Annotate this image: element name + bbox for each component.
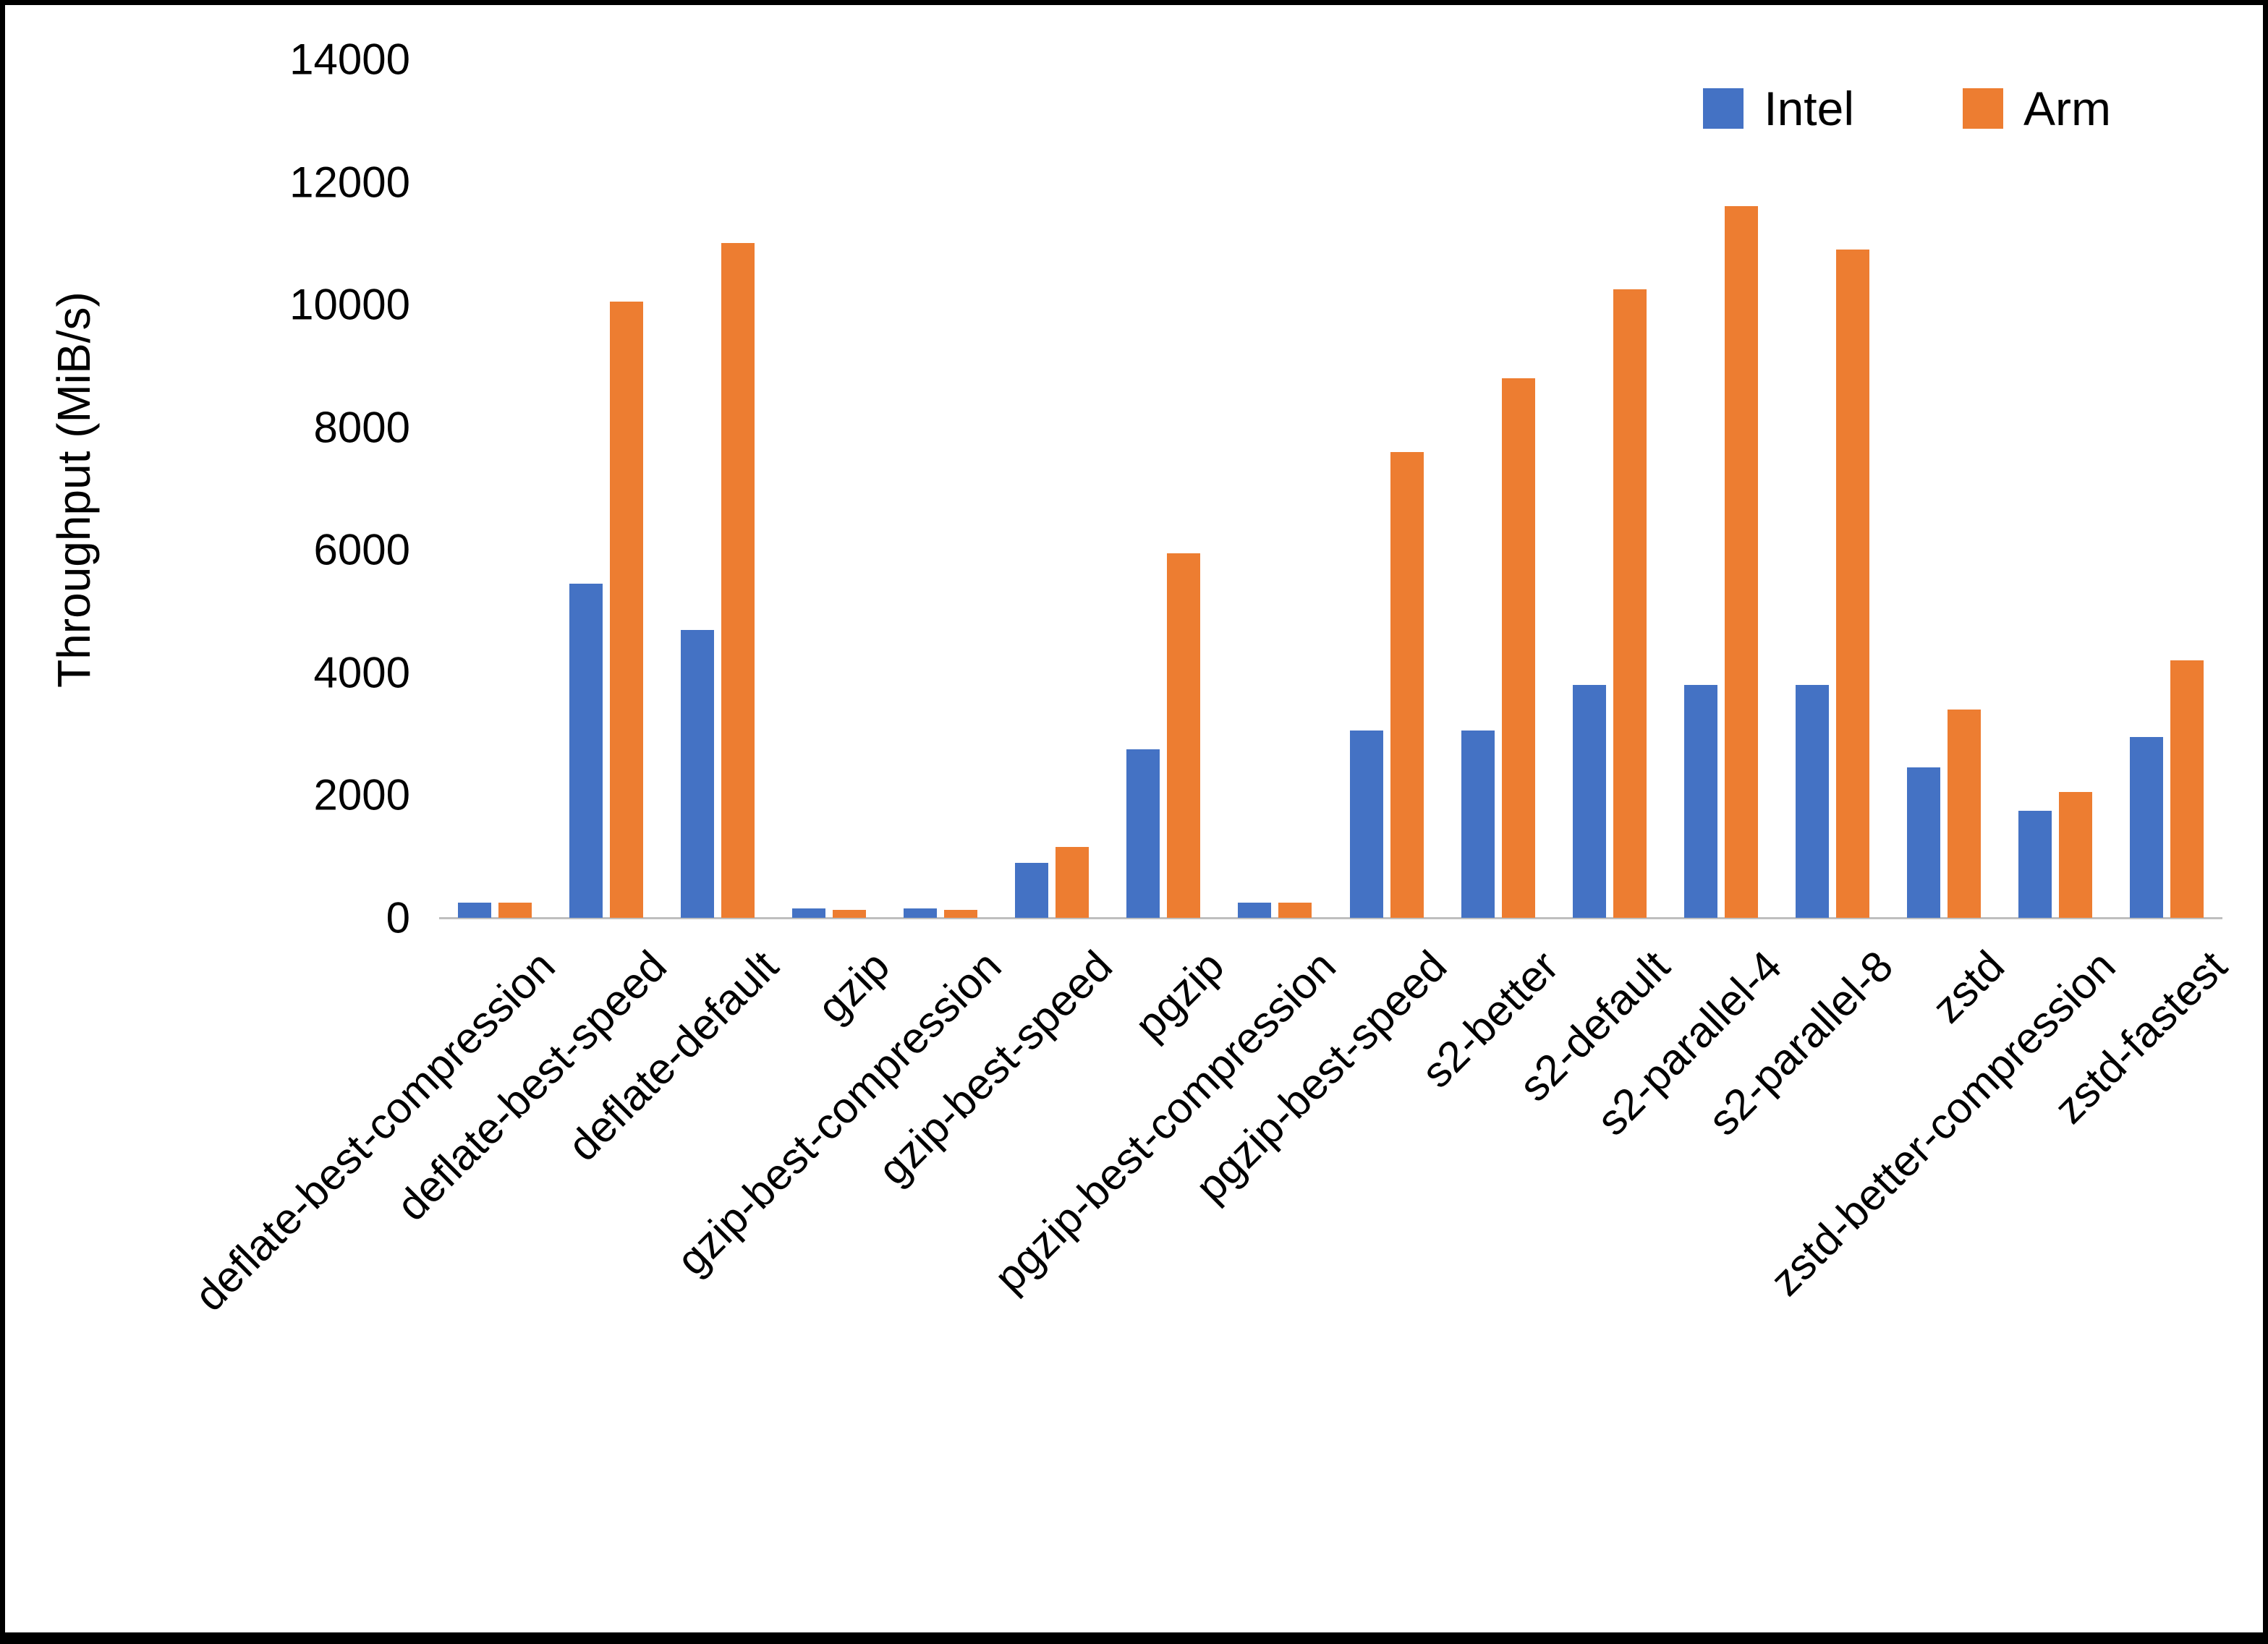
- legend-label: Arm: [2023, 82, 2111, 135]
- x-category-label: zstd: [1922, 941, 2013, 1032]
- bar-intel-deflate-best-speed: [569, 583, 603, 918]
- plot-area: 0 2000 4000 6000 8000 10000 12000 14000 deflate-…: [5, 5, 2263, 1632]
- bar-arm-gzip: [833, 909, 867, 918]
- legend: Intel Arm: [1703, 81, 2111, 136]
- y-tick-label: 4000: [313, 648, 410, 697]
- y-tick-label: 14000: [289, 35, 410, 84]
- bar-arm-gzip-best-compression: [944, 909, 978, 918]
- bar-intel-deflate-best-compression: [458, 902, 492, 918]
- legend-item-arm: Arm: [1963, 81, 2111, 136]
- bar-arm-s2-better: [1501, 378, 1535, 918]
- legend-item-intel: Intel: [1703, 81, 1854, 136]
- bar-intel-zstd-better-compression: [2018, 810, 2052, 918]
- x-category-label: gzip: [808, 941, 899, 1032]
- legend-swatch-icon: [1703, 88, 1744, 129]
- bar-intel-s2-parallel-4: [1683, 684, 1717, 918]
- bar-arm-pgzip-best-speed: [1390, 451, 1424, 918]
- bar-arm-zstd-better-compression: [2058, 792, 2092, 918]
- bar-intel-s2-better: [1461, 731, 1495, 918]
- bar-intel-deflate-default: [681, 629, 715, 918]
- x-axis-line: [439, 917, 2222, 919]
- bar-intel-gzip: [792, 908, 826, 918]
- bar-arm-gzip-best-speed: [1056, 847, 1090, 918]
- bar-arm-zstd: [1947, 709, 1981, 918]
- bar-intel-gzip-best-speed: [1015, 862, 1049, 918]
- bar-intel-pgzip-best-speed: [1349, 731, 1383, 918]
- bar-intel-s2-default: [1572, 684, 1606, 918]
- bar-arm-deflate-default: [721, 243, 755, 918]
- bar-arm-s2-parallel-8: [1835, 249, 1869, 918]
- bar-arm-deflate-best-speed: [610, 301, 644, 918]
- bar-intel-pgzip-best-compression: [1238, 902, 1272, 918]
- y-tick-label: 2000: [313, 770, 410, 819]
- bar-arm-pgzip: [1167, 553, 1201, 918]
- bar-arm-deflate-best-compression: [498, 902, 532, 918]
- bar-arm-pgzip-best-compression: [1278, 902, 1312, 918]
- bar-arm-zstd-fastest: [2170, 660, 2204, 918]
- bar-intel-gzip-best-compression: [904, 908, 938, 918]
- bar-intel-pgzip: [1126, 749, 1160, 918]
- y-tick-label: 10000: [289, 280, 410, 329]
- y-tick-label: 0: [386, 893, 410, 942]
- bar-arm-s2-default: [1613, 289, 1647, 918]
- y-tick-label: 8000: [313, 403, 410, 452]
- bar-intel-s2-parallel-8: [1795, 684, 1829, 918]
- y-tick-label: 6000: [313, 525, 410, 574]
- bar-arm-s2-parallel-4: [1724, 206, 1758, 918]
- legend-swatch-icon: [1963, 88, 2004, 129]
- legend-label: Intel: [1764, 82, 1855, 135]
- bar-intel-zstd-fastest: [2129, 736, 2163, 918]
- y-tick-label: 12000: [289, 158, 410, 207]
- bar-intel-zstd: [1906, 767, 1940, 918]
